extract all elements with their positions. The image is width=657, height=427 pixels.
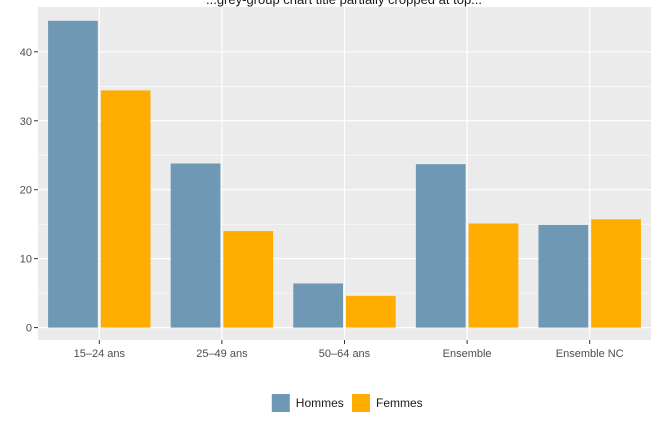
bar-hommes-2 <box>293 283 343 327</box>
bar-hommes-1 <box>171 164 221 328</box>
legend-key-femmes <box>352 394 370 412</box>
x-tick-label: Ensemble NC <box>556 348 624 360</box>
legend-key-hommes <box>272 394 290 412</box>
bar-femmes-1 <box>223 231 273 328</box>
legend-label-femmes: Femmes <box>376 396 423 410</box>
y-axis: 0 10 20 30 40 <box>20 47 38 335</box>
x-axis: 15–24 ans 25–49 ans 50–64 ans Ensemble Ensem… <box>74 340 624 360</box>
bar-hommes-4 <box>538 225 588 328</box>
bar-femmes-0 <box>101 90 151 327</box>
bar-hommes-3 <box>416 164 466 327</box>
bar-femmes-2 <box>346 296 396 328</box>
x-tick-label: 25–49 ans <box>196 348 248 360</box>
y-tick-label: 10 <box>20 254 32 266</box>
bar-femmes-4 <box>591 219 641 327</box>
y-tick-label: 0 <box>26 323 32 335</box>
y-tick-label: 40 <box>20 47 32 59</box>
legend-label-hommes: Hommes <box>296 396 344 410</box>
x-tick-label: 15–24 ans <box>74 348 126 360</box>
x-tick-label: Ensemble <box>443 348 492 360</box>
y-tick-label: 30 <box>20 116 32 128</box>
bar-hommes-0 <box>48 21 98 328</box>
x-tick-label: 50–64 ans <box>319 348 371 360</box>
legend: Hommes Femmes <box>272 394 423 412</box>
y-tick-label: 20 <box>20 185 32 197</box>
chart-title: ...grey-group chart title partially crop… <box>206 0 482 7</box>
bar-femmes-3 <box>469 223 519 327</box>
